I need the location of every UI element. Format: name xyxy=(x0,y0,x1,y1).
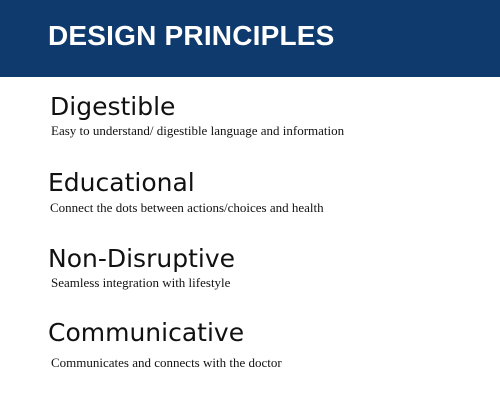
principle-title-communicative: Communicative xyxy=(48,318,245,347)
principle-title-non-disruptive: Non-Disruptive xyxy=(48,244,235,273)
principle-description-non-disruptive: Seamless integration with lifestyle xyxy=(51,275,231,290)
principle-description-educational: Connect the dots between actions/choices… xyxy=(50,200,324,215)
principle-description-digestible: Easy to understand/ digestible language … xyxy=(51,123,345,138)
header-banner: DESIGN PRINCIPLES xyxy=(0,0,500,77)
principle-title-educational: Educational xyxy=(48,168,195,197)
page-title: DESIGN PRINCIPLES xyxy=(48,20,335,51)
principle-title-digestible: Digestible xyxy=(50,92,176,121)
principle-description-communicative: Communicates and connects with the docto… xyxy=(51,355,282,370)
